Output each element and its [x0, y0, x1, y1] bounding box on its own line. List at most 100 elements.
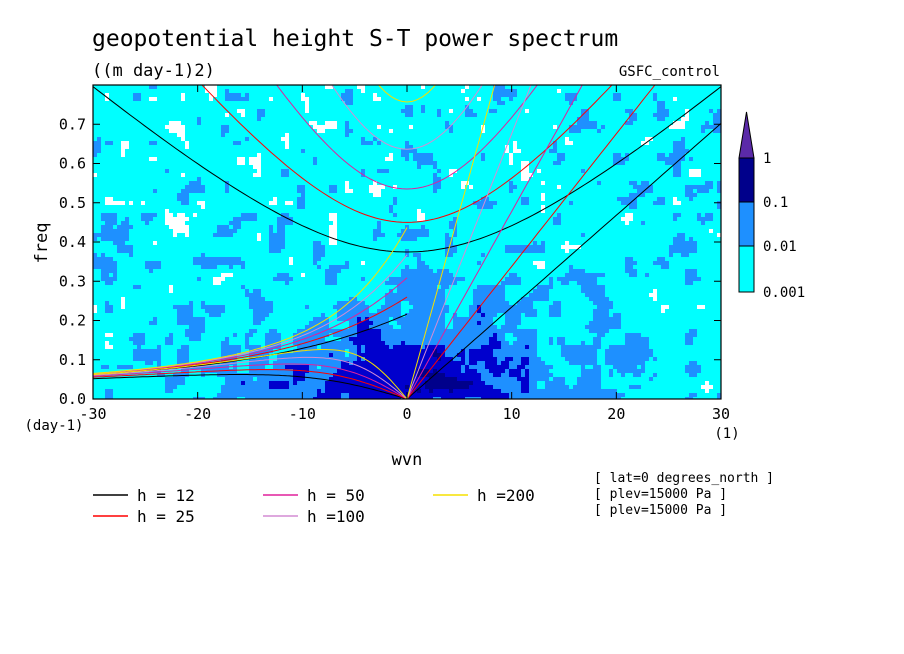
spectrum-cell — [293, 333, 330, 338]
spectrum-cell — [465, 113, 478, 118]
spectrum-cell — [265, 113, 406, 118]
spectrum-cell — [353, 341, 386, 346]
spectrum-cell — [389, 205, 394, 210]
spectrum-cell — [133, 97, 142, 102]
spectrum-cell — [325, 313, 338, 318]
spectrum-cell — [189, 345, 222, 350]
spectrum-cell — [249, 365, 266, 370]
spectrum-cell — [185, 97, 210, 102]
spectrum-cell — [201, 121, 310, 126]
spectrum-cell — [609, 329, 690, 334]
spectrum-cell — [257, 213, 282, 218]
spectrum-cell — [193, 261, 246, 266]
spectrum-cell — [601, 129, 702, 134]
dispersion-curve — [406, 85, 656, 399]
spectrum-cell — [509, 185, 518, 190]
spectrum-cell — [229, 185, 298, 190]
spectrum-cell — [453, 129, 482, 134]
spectrum-cell — [657, 153, 666, 158]
spectrum-cell — [133, 245, 270, 250]
spectrum-cell — [449, 121, 578, 126]
spectrum-cell — [553, 217, 562, 222]
spectrum-cell — [173, 285, 242, 290]
spectrum-cell — [225, 113, 230, 118]
spectrum-cell — [709, 109, 714, 114]
spectrum-cell — [245, 137, 250, 142]
spectrum-cell — [417, 257, 422, 262]
spectrum-cell — [505, 357, 514, 362]
spectrum-cell — [461, 357, 466, 362]
spectrum-cell — [349, 297, 358, 302]
spectrum-cell — [345, 129, 354, 134]
spectrum-cell — [685, 237, 690, 242]
spectrum-cell — [133, 253, 202, 258]
spectrum-cell — [669, 153, 686, 158]
spectrum-cell — [345, 133, 350, 138]
spectrum-cell — [317, 121, 326, 126]
spectrum-cell — [341, 365, 462, 370]
spectrum-cell — [613, 373, 622, 378]
spectrum-cell — [461, 89, 466, 94]
spectrum-cell — [717, 185, 721, 190]
spectrum-cell — [565, 97, 578, 102]
spectrum-cell — [477, 309, 482, 314]
spectrum-cell — [657, 197, 666, 202]
spectrum-cell — [189, 225, 218, 230]
spectrum-cell — [93, 249, 118, 254]
spectrum-cell — [561, 309, 594, 314]
spectrum-cell — [197, 277, 202, 282]
spectrum-cell — [569, 137, 646, 142]
spectrum-cell — [313, 249, 326, 254]
spectrum-cell — [445, 349, 462, 354]
spectrum-cell — [561, 353, 598, 358]
dispersion-curve — [93, 369, 408, 399]
spectrum-cell — [673, 165, 682, 170]
spectrum-cell — [233, 333, 238, 338]
spectrum-cell — [289, 385, 326, 390]
spectrum-cell — [517, 273, 566, 278]
spectrum-cell — [165, 213, 174, 218]
spectrum-cell — [125, 201, 130, 206]
spectrum-cell — [177, 365, 230, 370]
spectrum-cell — [181, 173, 186, 178]
spectrum-cell — [277, 201, 286, 206]
spectrum-cell — [337, 189, 346, 194]
spectrum-cell — [473, 297, 506, 302]
spectrum-cell — [641, 333, 686, 338]
spectrum-cell — [293, 381, 298, 386]
spectrum-cell — [465, 85, 470, 90]
spectrum-cell — [645, 193, 686, 198]
spectrum-cell — [621, 325, 721, 330]
spectrum-cell — [437, 357, 442, 362]
spectrum-cell — [337, 233, 374, 238]
spectrum-cell — [433, 349, 438, 354]
spectrum-cell — [185, 133, 222, 138]
spectrum-cell — [325, 277, 338, 282]
spectrum-cell — [369, 309, 378, 314]
spectrum-cell — [145, 333, 170, 338]
spectrum-cell — [633, 265, 662, 270]
spectrum-cell — [93, 345, 106, 350]
spectrum-cell — [685, 189, 694, 194]
spectrum-cell — [113, 305, 122, 310]
spectrum-cell — [249, 337, 266, 342]
spectrum-cell — [629, 181, 638, 186]
spectrum-cell — [437, 109, 442, 114]
spectrum-cell — [681, 117, 690, 122]
spectrum-cell — [393, 129, 450, 134]
spectrum-cell — [253, 309, 274, 314]
spectrum-cell — [465, 89, 494, 94]
spectrum-cell — [181, 345, 190, 350]
spectrum-cell — [625, 341, 650, 346]
spectrum-cell — [361, 169, 366, 174]
spectrum-cell — [621, 397, 686, 399]
spectrum-cell — [681, 213, 698, 218]
spectrum-cell — [485, 129, 570, 134]
spectrum-cell — [549, 341, 554, 346]
spectrum-cell — [701, 125, 721, 130]
spectrum-cell — [657, 289, 721, 294]
spectrum-cell — [329, 325, 350, 330]
spectrum-cell — [381, 141, 406, 146]
spectrum-cell — [253, 289, 262, 294]
dispersion-curve — [93, 363, 408, 399]
